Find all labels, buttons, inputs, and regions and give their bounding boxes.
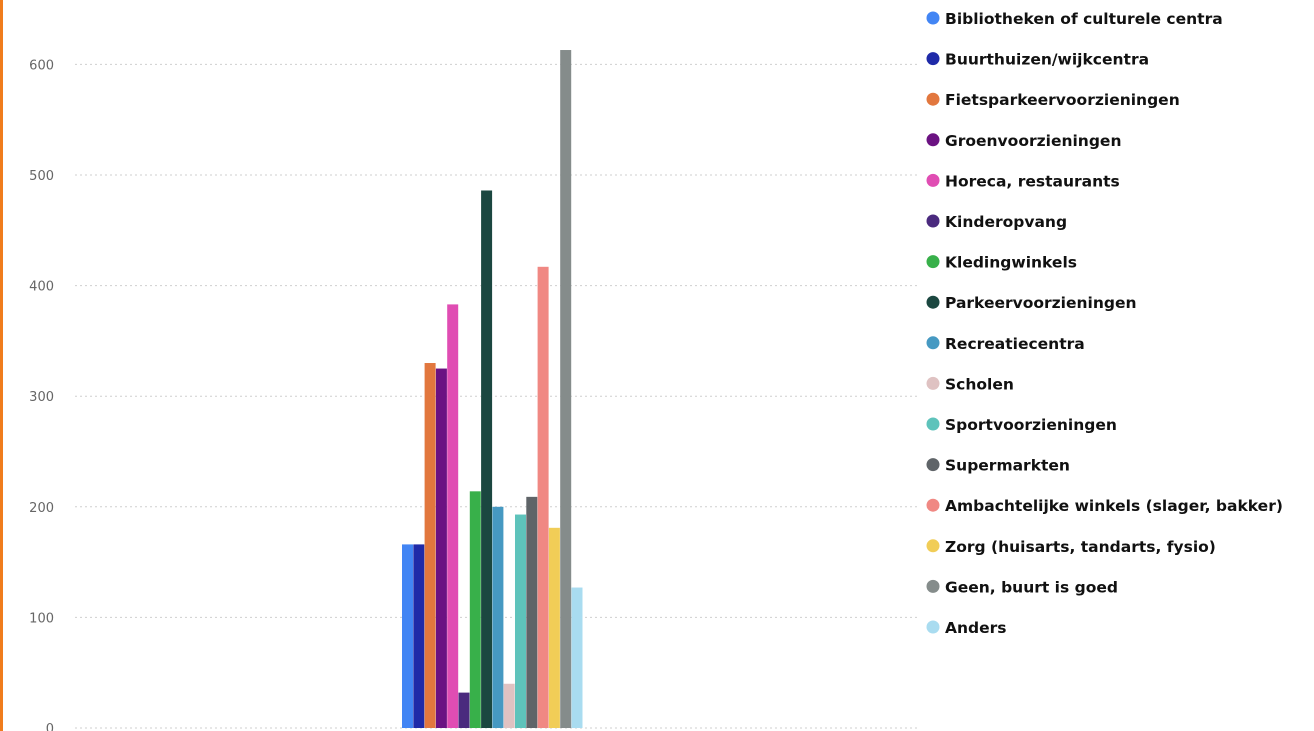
legend-label: Parkeervoorzieningen (945, 294, 1137, 312)
bar[interactable] (571, 587, 583, 728)
legend-label: Fietsparkeervoorzieningen (945, 91, 1180, 109)
legend-item[interactable]: Sportvoorzieningen (926, 416, 1117, 434)
legend-label: Kinderopvang (945, 213, 1067, 231)
legend-label: Ambachtelijke winkels (slager, bakker) (945, 497, 1283, 515)
legend-marker (926, 92, 940, 106)
legend-label: Recreatiecentra (945, 335, 1085, 353)
bar[interactable] (458, 692, 470, 728)
legend-marker (926, 376, 940, 390)
legend-marker (926, 214, 940, 228)
legend-label: Zorg (huisarts, tandarts, fysio) (945, 538, 1216, 556)
legend-label: Groenvoorzieningen (945, 132, 1121, 150)
legend-item[interactable]: Parkeervoorzieningen (926, 294, 1137, 312)
y-tick-label: 100 (29, 611, 54, 626)
legend-label: Anders (945, 619, 1007, 637)
bar[interactable] (537, 266, 549, 728)
bar[interactable] (469, 491, 481, 728)
legend-label: Buurthuizen/wijkcentra (945, 51, 1149, 69)
legend-marker (926, 52, 940, 66)
legend-marker (926, 255, 940, 269)
legend-item[interactable]: Supermarkten (926, 457, 1070, 475)
legend-label: Kledingwinkels (945, 254, 1077, 272)
legend-item[interactable]: Zorg (huisarts, tandarts, fysio) (926, 538, 1216, 556)
bar[interactable] (447, 304, 459, 728)
bar[interactable] (435, 368, 447, 728)
bar[interactable] (548, 527, 560, 728)
legend-item[interactable]: Kinderopvang (926, 213, 1068, 231)
legend-item[interactable]: Scholen (926, 375, 1014, 393)
legend-marker (926, 173, 940, 187)
legend-marker (926, 620, 940, 634)
y-tick-label: 600 (29, 58, 54, 73)
y-tick-label: 500 (29, 169, 54, 184)
bars (402, 50, 583, 729)
y-tick-label: 0 (46, 722, 54, 731)
legend-label: Supermarkten (945, 457, 1070, 475)
legend-marker (926, 539, 940, 553)
legend-item[interactable]: Geen, buurt is goed (926, 578, 1118, 596)
bar[interactable] (492, 506, 504, 728)
legend-item[interactable]: Groenvoorzieningen (926, 132, 1122, 150)
legend-marker (926, 417, 940, 431)
legend-marker (926, 458, 940, 472)
legend-item[interactable]: Anders (926, 619, 1007, 637)
y-tick-label: 400 (29, 280, 54, 295)
legend-item[interactable]: Bibliotheken of culturele centra (926, 10, 1223, 28)
legend-marker (926, 11, 940, 25)
legend-marker (926, 579, 940, 593)
legend-marker (926, 133, 940, 147)
bar[interactable] (526, 496, 538, 728)
y-axis-ticks: 0 100 200 300 400 500 600 (29, 58, 54, 731)
legend-marker (926, 336, 940, 350)
legend: Bibliotheken of culturele centra Buurthui… (926, 10, 1283, 637)
bar[interactable] (424, 363, 436, 728)
bar[interactable] (515, 514, 526, 728)
legend-label: Geen, buurt is goed (945, 578, 1118, 596)
y-tick-label: 200 (29, 501, 54, 516)
bar[interactable] (560, 50, 572, 728)
legend-item[interactable]: Ambachtelijke winkels (slager, bakker) (926, 497, 1283, 515)
legend-label: Horeca, restaurants (945, 172, 1120, 190)
bar[interactable] (503, 683, 515, 728)
legend-marker (926, 295, 940, 309)
legend-label: Scholen (945, 375, 1014, 393)
bar[interactable] (413, 544, 425, 728)
legend-label: Sportvoorzieningen (945, 416, 1117, 434)
bar[interactable] (481, 190, 493, 729)
legend-item[interactable]: Kledingwinkels (926, 254, 1078, 272)
legend-label: Bibliotheken of culturele centra (945, 10, 1223, 28)
bar[interactable] (402, 544, 413, 728)
y-tick-label: 300 (29, 390, 54, 405)
legend-marker (926, 498, 940, 512)
legend-item[interactable]: Recreatiecentra (926, 335, 1085, 353)
legend-item[interactable]: Horeca, restaurants (926, 172, 1120, 190)
legend-item[interactable]: Buurthuizen/wijkcentra (926, 51, 1150, 69)
chart-canvas: 0 100 200 300 400 500 600 Bibliotheken of cult… (29, 10, 1283, 731)
legend-item[interactable]: Fietsparkeervoorzieningen (926, 91, 1180, 109)
